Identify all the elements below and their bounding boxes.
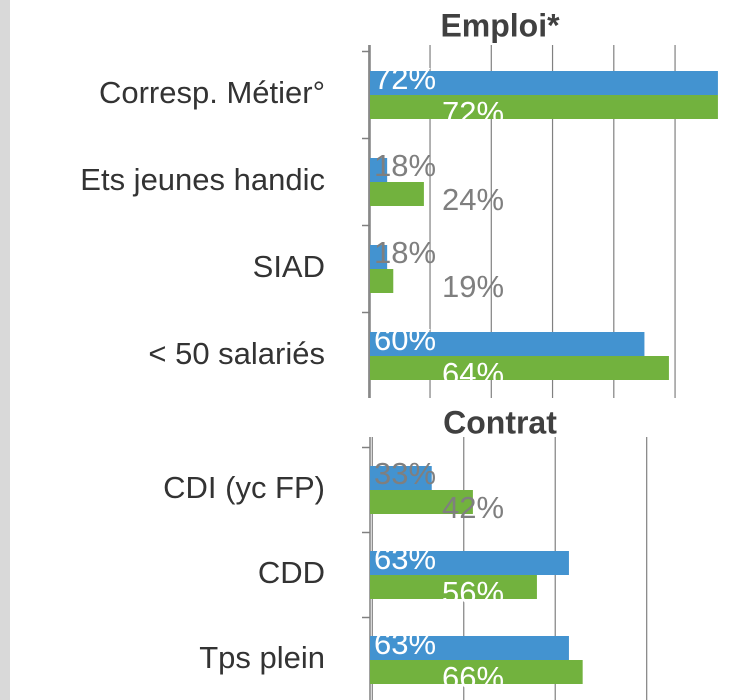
category-label: < 50 salariés	[148, 336, 325, 371]
bar	[370, 490, 473, 514]
category-label: Ets jeunes handic	[80, 162, 325, 197]
value-label: 56%	[442, 575, 504, 610]
chart-title: Emploi*	[440, 7, 560, 43]
value-label: 18%	[374, 235, 436, 270]
value-label: 64%	[442, 356, 504, 391]
value-label: 18%	[374, 148, 436, 183]
value-label: 19%	[442, 269, 504, 304]
category-label: SIAD	[253, 249, 325, 284]
bar	[370, 551, 569, 575]
bar	[370, 332, 645, 356]
value-label: 66%	[442, 660, 504, 695]
bar	[370, 575, 537, 599]
category-label: Corresp. Métier°	[99, 75, 325, 110]
category-label: CDD	[258, 555, 325, 590]
value-label: 63%	[374, 541, 436, 576]
chart-title: Contrat	[443, 404, 557, 440]
bar	[370, 636, 569, 660]
bar	[370, 182, 424, 206]
bar	[370, 71, 718, 95]
value-label: 72%	[374, 61, 436, 96]
value-label: 63%	[374, 626, 436, 661]
value-label: 33%	[374, 456, 436, 491]
value-label: 24%	[442, 182, 504, 217]
bar	[370, 245, 388, 269]
value-label: 60%	[374, 322, 436, 357]
bar	[370, 660, 583, 684]
bar	[370, 95, 718, 119]
value-label: 42%	[442, 490, 504, 525]
side-strip	[0, 0, 10, 700]
bar	[370, 466, 432, 490]
bar	[370, 356, 669, 380]
category-label: CDI (yc FP)	[163, 470, 325, 505]
value-label: 72%	[442, 95, 504, 130]
bar	[370, 269, 394, 293]
bar	[370, 158, 388, 182]
category-label: Tps plein	[199, 640, 325, 675]
